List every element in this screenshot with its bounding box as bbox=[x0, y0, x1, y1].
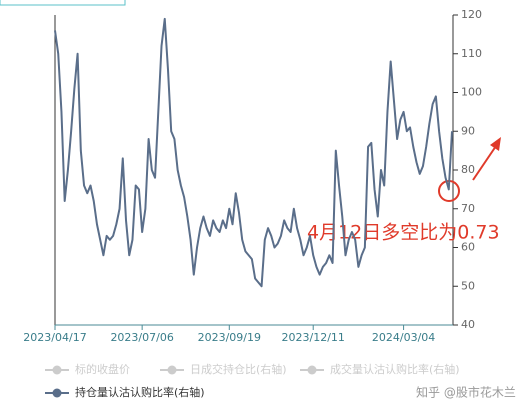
legend-label: 持仓量认沽认购比率(右轴) bbox=[75, 385, 205, 399]
y-tick-label: 40 bbox=[461, 318, 475, 331]
y-tick-label: 80 bbox=[461, 163, 475, 176]
legend-icon-dot bbox=[52, 365, 62, 375]
y-tick-label: 50 bbox=[461, 279, 475, 292]
y-tick-label: 70 bbox=[461, 202, 475, 215]
legend-label: 标的收盘价 bbox=[75, 362, 130, 376]
y-tick-label: 100 bbox=[461, 86, 482, 99]
legend-icon-dot bbox=[307, 365, 317, 375]
y-tick-label: 120 bbox=[461, 8, 482, 21]
y-tick-label: 60 bbox=[461, 241, 475, 254]
x-tick-label: 2023/12/11 bbox=[282, 331, 345, 344]
x-tick-label: 2023/09/19 bbox=[198, 331, 261, 344]
x-tick-label: 2023/04/17 bbox=[23, 331, 86, 344]
arrow-shaft bbox=[472, 145, 497, 181]
legend-icon-dot bbox=[167, 365, 177, 375]
x-tick-label: 2023/07/06 bbox=[110, 331, 173, 344]
legend-label: 成交量认沽认购比率(右轴) bbox=[330, 362, 460, 376]
watermark: 知乎 @股市花木兰 bbox=[416, 385, 516, 400]
y-tick-label: 90 bbox=[461, 124, 475, 137]
x-tick-label: 2024/03/04 bbox=[372, 331, 435, 344]
legend-label: 日成交持仓比(右轴) bbox=[190, 362, 287, 376]
legend-icon-dot bbox=[52, 388, 62, 398]
series-line bbox=[54, 17, 453, 288]
arrow-head bbox=[490, 137, 501, 151]
y-tick-label: 110 bbox=[461, 47, 482, 60]
tooltip-edge bbox=[0, 0, 126, 6]
